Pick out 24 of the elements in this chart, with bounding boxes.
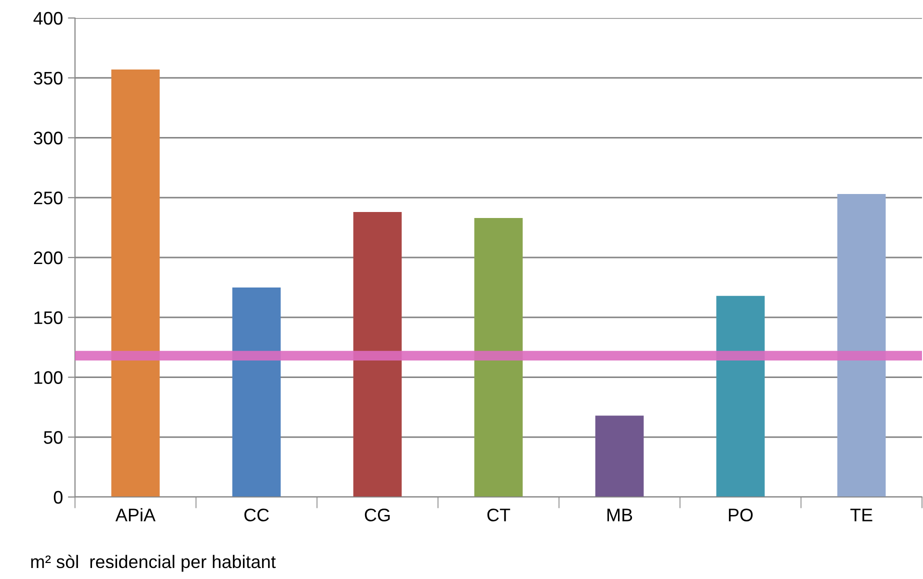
bar bbox=[474, 218, 523, 497]
x-tick-label: APiA bbox=[115, 508, 156, 522]
y-tick-label: 50 bbox=[44, 431, 62, 444]
x-tick-label: PO bbox=[728, 508, 753, 522]
x-tick-label: TE bbox=[850, 508, 872, 522]
bar bbox=[111, 69, 160, 497]
text: m² sòl residencial per habitant bbox=[31, 554, 276, 572]
bar bbox=[353, 212, 402, 497]
y-tick-label: 300 bbox=[34, 132, 62, 144]
y-tick-label: 350 bbox=[34, 72, 62, 85]
x-tick-label: CC bbox=[244, 508, 269, 522]
bar bbox=[837, 194, 886, 497]
bar bbox=[716, 296, 765, 497]
bar bbox=[595, 416, 644, 497]
x-tick-label: CG bbox=[364, 508, 390, 522]
y-tick-label: 200 bbox=[34, 251, 62, 264]
y-tick-label: 0 bbox=[54, 490, 62, 504]
x-tick-label: CT bbox=[487, 508, 510, 522]
bar bbox=[232, 287, 281, 497]
y-tick-label: 250 bbox=[34, 192, 62, 204]
y-tick-label: 400 bbox=[33, 12, 62, 25]
y-tick-label: 150 bbox=[34, 311, 62, 324]
x-tick-label: MB bbox=[607, 508, 632, 522]
y-tick-label: 100 bbox=[34, 371, 62, 384]
